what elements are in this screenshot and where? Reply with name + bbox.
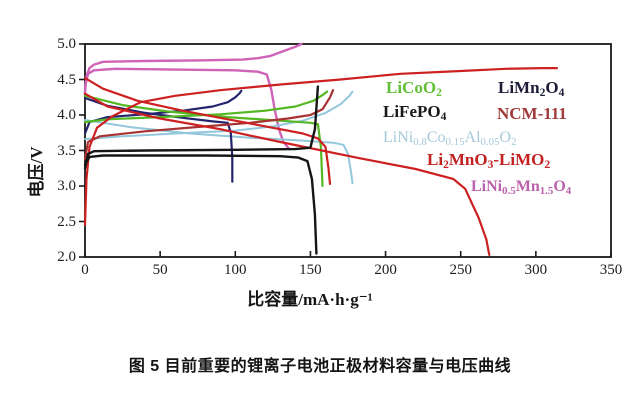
curve-lini0-8co0-15al0-05o2-charge (84, 90, 354, 141)
x-tick-label: 350 (599, 262, 623, 278)
x-axis-title: 比容量/mA·h·g⁻¹ (247, 290, 373, 309)
curve-lini0-5mn1-5o4-charge (83, 42, 303, 94)
formula-subscript: 2 (443, 158, 449, 172)
formula-text: NCM-111 (497, 104, 567, 123)
formula-text: O (545, 78, 559, 97)
formula-text: Co (426, 129, 446, 146)
formula-subscript: 4 (565, 185, 572, 198)
legend-label-limn2o4: LiMn2O4 (498, 78, 565, 100)
formula-text: LiNi (383, 129, 414, 146)
y-tick-label: 3.5 (57, 142, 76, 159)
formula-text: O (553, 178, 566, 195)
formula-text: O (499, 129, 512, 146)
formula-text: LiCoO (386, 78, 437, 97)
curve-lifepo4-charge (83, 85, 320, 170)
y-tick-label: 4.5 (57, 71, 76, 88)
formula-text: Al (464, 129, 481, 146)
formula-subscript: 0.05 (480, 136, 500, 149)
figure-caption: 图 5 目前重要的锂离子电池正极材料容量与电压曲线 (128, 358, 512, 375)
curve-lifepo4-discharge (83, 154, 318, 255)
curve-li2mno3-limo2-discharge (83, 92, 491, 256)
formula-subscript: 0.15 (445, 136, 465, 149)
x-tick-label: 0 (81, 262, 89, 278)
formula-subscript: 2 (544, 158, 551, 172)
formula-subscript: 1.5 (539, 185, 554, 198)
x-tick-label: 300 (524, 262, 548, 278)
formula-subscript: 2 (511, 136, 517, 149)
formula-text: LiMn (498, 78, 540, 97)
legend-label-lirich: Li2MnO3-LiMO2 (427, 150, 551, 172)
x-tick-label: 200 (374, 262, 397, 278)
x-tick-label: 250 (449, 262, 472, 278)
legend-label-nca: LiNi0.8Co0.15Al0.05O2 (383, 129, 517, 149)
y-tick-label: 2.5 (57, 213, 76, 230)
formula-text: -LiMO (493, 150, 545, 169)
formula-text: LiFePO (383, 102, 441, 121)
y-axis-title: 电压/V (27, 146, 46, 198)
y-tick-label: 5.0 (57, 36, 76, 52)
formula-subscript: 0.8 (413, 136, 427, 149)
x-tick-label: 50 (152, 262, 168, 278)
curve-ncm-111-discharge (83, 76, 332, 185)
legend-label-ncm111: NCM-111 (497, 104, 567, 124)
curve-li2mno3-limo2-charge (83, 66, 559, 227)
legend-label-licoo2: LiCoO2 (386, 78, 442, 100)
y-tick-label: 4.0 (57, 107, 76, 123)
formula-subscript: 4 (558, 86, 565, 100)
formula-text: MnO (448, 150, 488, 169)
x-tick-label: 100 (224, 262, 247, 278)
formula-subscript: 2 (539, 86, 546, 100)
formula-subscript: 3 (487, 158, 494, 172)
legend-label-lifepo4: LiFePO4 (383, 102, 447, 124)
formula-subscript: 2 (436, 86, 442, 100)
formula-subscript: 0.5 (502, 185, 516, 198)
formula-text: Mn (515, 178, 540, 195)
y-tick-label: 2.0 (57, 249, 76, 265)
y-tick-label: 3.0 (57, 178, 76, 194)
formula-subscript: 4 (440, 110, 447, 124)
curve-licoo2-charge (83, 90, 329, 124)
legend-label-lnmo: LiNi0.5Mn1.5O4 (471, 178, 571, 198)
formula-text: LiNi (471, 178, 503, 195)
formula-text: Li (427, 150, 444, 169)
x-tick-label: 150 (299, 262, 322, 278)
